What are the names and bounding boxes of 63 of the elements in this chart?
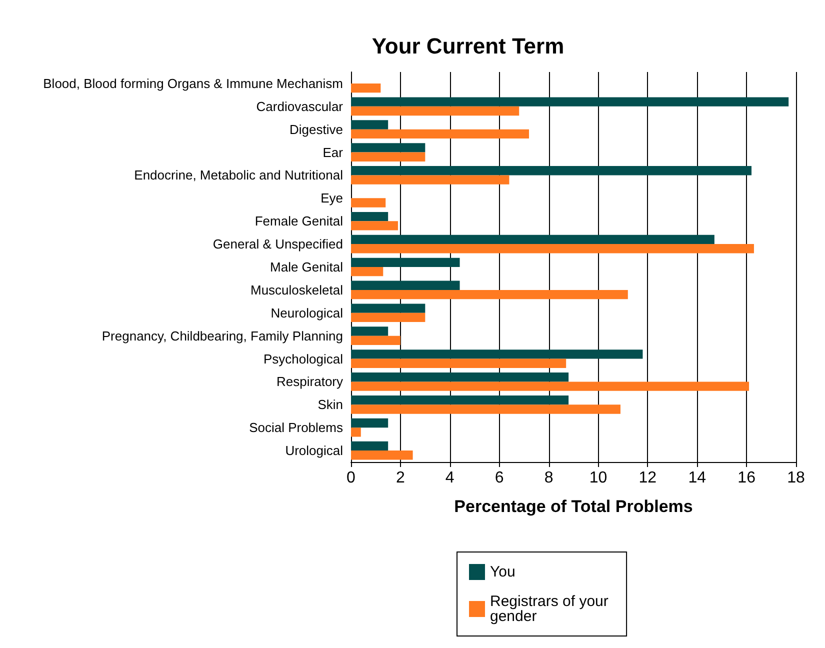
bar [351, 326, 388, 336]
y-tick-label: Musculoskeletal [250, 282, 344, 298]
bar [351, 234, 714, 244]
bar [351, 143, 426, 152]
bar [351, 129, 529, 139]
y-tick-label: Endocrine, Metabolic and Nutritional [134, 168, 344, 183]
x-tick-label: 10 [589, 470, 608, 486]
bar [351, 212, 388, 222]
bar [351, 418, 388, 428]
bar [351, 372, 569, 382]
x-tick-label: 6 [494, 470, 504, 486]
bar [351, 267, 384, 276]
bar [351, 175, 510, 184]
bar [351, 166, 752, 176]
bar [351, 350, 643, 359]
x-tick-label: 0 [346, 470, 356, 486]
bar [351, 304, 426, 313]
bar [351, 450, 413, 460]
bar [351, 258, 460, 267]
legend-label: You [490, 564, 516, 580]
y-tick-label: Neurological [270, 305, 344, 320]
y-tick-label: Cardiovascular [256, 98, 344, 114]
y-tick-label: Digestive [290, 122, 343, 137]
x-tick-label: 8 [544, 470, 554, 486]
bar [351, 358, 566, 368]
bar [351, 312, 426, 322]
y-tick-label: Ear [322, 144, 344, 160]
bar [351, 290, 628, 300]
legend-label: Registrars of your gender [490, 593, 613, 625]
x-tick-label: 14 [688, 470, 706, 486]
x-axis-title: Percentage of Total Problems [454, 497, 693, 516]
bar [351, 106, 520, 116]
x-tick-label: 2 [396, 470, 405, 486]
x-tick-label: 12 [638, 470, 657, 486]
bar [351, 244, 754, 254]
x-tick-label: 18 [787, 470, 805, 486]
y-tick-label: Male Genital [270, 260, 344, 274]
bar [351, 120, 388, 130]
bar [351, 441, 388, 451]
x-tick-label: 16 [738, 470, 756, 486]
y-tick-label: Female Genital [254, 214, 344, 229]
bar [351, 152, 426, 162]
y-tick-label: Respiratory [276, 374, 344, 390]
y-tick-label: Social Problems [249, 420, 344, 436]
y-tick-label: Urological [285, 443, 344, 458]
y-tick-label: Skin [318, 397, 343, 412]
bar [351, 336, 400, 345]
chart-title: Your Current Term [372, 34, 564, 58]
y-tick-label: Blood, Blood forming Organs & Immune Mechanism [43, 76, 343, 91]
x-tick-label: 4 [445, 470, 454, 486]
bar [351, 395, 569, 405]
bar [351, 221, 398, 230]
y-tick-label: General & Unspecified [212, 236, 343, 252]
bar [351, 83, 381, 93]
y-tick-label: Pregnancy, Childbearing, Family Planning [102, 328, 343, 344]
bar [351, 404, 620, 414]
bar [351, 97, 789, 106]
bar [351, 280, 460, 290]
y-tick-label: Psychological [264, 351, 344, 366]
y-tick-label: Eye [320, 190, 343, 206]
bar [351, 198, 386, 208]
bar [351, 428, 361, 437]
bar [351, 382, 750, 391]
